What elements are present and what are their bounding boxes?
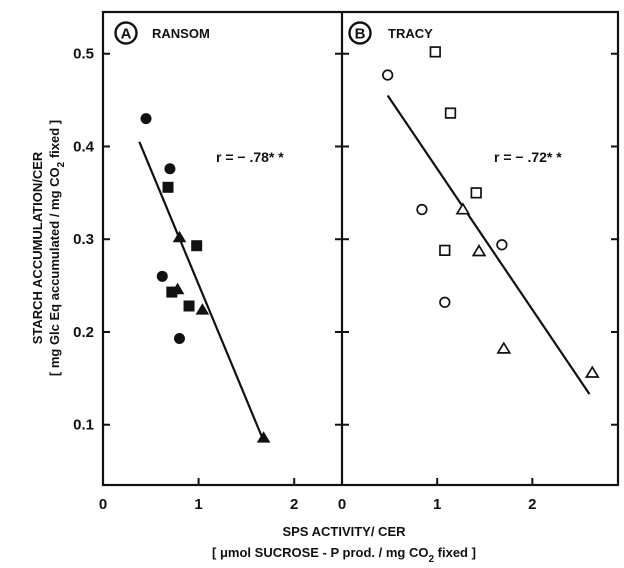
y-axis-title: STARCH ACCUMULATION/CER [ mg Glc Eq accu…	[30, 120, 67, 376]
panel-b-correlation: r = − .72* *	[494, 149, 562, 165]
x-axis-title-line1: SPS ACTIVITY/ CER	[282, 524, 406, 539]
panel-a: 0 1 2	[99, 113, 298, 513]
point-b-square-open-0	[429, 46, 441, 58]
point-b-square-open-3	[439, 244, 451, 257]
panel-b-title: TRACY	[388, 26, 433, 41]
regression-line-a	[138, 141, 264, 440]
point-b-circle-open-0	[382, 69, 394, 81]
y-tick-label-3: 0.4	[73, 138, 95, 155]
point-a-square-filled-3	[183, 300, 195, 312]
y-tick-label-0: 0.1	[73, 417, 94, 434]
x-tick-label-b-1: 1	[433, 496, 441, 513]
panel-a-letter: A	[121, 26, 132, 43]
panel-a-correlation: r = − .78* *	[216, 149, 284, 165]
point-b-triangle-open-0	[455, 202, 471, 215]
y-tick-label-4: 0.5	[73, 46, 94, 63]
point-a-triangle-filled-1	[170, 282, 185, 295]
panel-b-badge	[348, 21, 372, 45]
point-b-triangle-open-1	[471, 244, 487, 257]
y-tick-label-2: 0.3	[73, 231, 94, 248]
point-a-triangle-filled-3	[256, 431, 271, 443]
panel-a-badge	[114, 21, 138, 45]
x-tick-label-a-1: 1	[194, 496, 202, 513]
regression-line-b	[386, 94, 591, 395]
plot-frame	[101, 10, 620, 487]
x-axis-title-line2: [ μmol SUCROSE - P prod. / mg CO2 fixed …	[212, 545, 476, 565]
point-a-triangle-filled-0	[172, 230, 187, 243]
point-a-circle-filled-2	[156, 270, 168, 282]
point-b-square-open-2	[470, 187, 482, 199]
point-b-square-open-1	[444, 107, 457, 119]
point-a-circle-filled-0	[140, 113, 152, 125]
point-a-circle-filled-3	[173, 332, 185, 344]
point-a-circle-filled-1	[164, 163, 176, 175]
panel-a-title: RANSOM	[152, 26, 210, 41]
x-tick-label-b-2: 2	[528, 496, 536, 513]
x-tick-label-a-0: 0	[99, 496, 107, 513]
panel-a-header: A RANSOM r = − .78* *	[114, 21, 284, 165]
x-tick-label-b-0: 0	[338, 496, 346, 513]
panel-b: 0 1 2	[338, 46, 600, 513]
point-b-circle-open-3	[496, 239, 508, 251]
x-tick-label-a-2: 2	[290, 496, 298, 513]
point-b-circle-open-1	[416, 203, 428, 216]
point-a-square-filled-0	[162, 181, 174, 193]
y-axis: 0.1 0.2 0.3 0.4 0.5	[73, 46, 618, 434]
y-axis-title-line1: STARCH ACCUMULATION/CER	[30, 151, 45, 344]
point-a-square-filled-1	[191, 240, 203, 252]
point-a-square-filled-2	[166, 286, 178, 298]
y-axis-title-line2: [ mg Glc Eq accumulated / mg CO2 fixed ]	[47, 120, 67, 376]
panel-b-header: B TRACY r = − .72* *	[348, 21, 562, 165]
point-b-triangle-open-2	[496, 341, 512, 354]
point-b-triangle-open-3	[584, 365, 600, 378]
y-tick-label-1: 0.2	[73, 324, 94, 341]
panel-b-letter: B	[355, 26, 366, 43]
point-a-triangle-filled-2	[195, 303, 210, 315]
point-b-circle-open-2	[439, 296, 451, 308]
